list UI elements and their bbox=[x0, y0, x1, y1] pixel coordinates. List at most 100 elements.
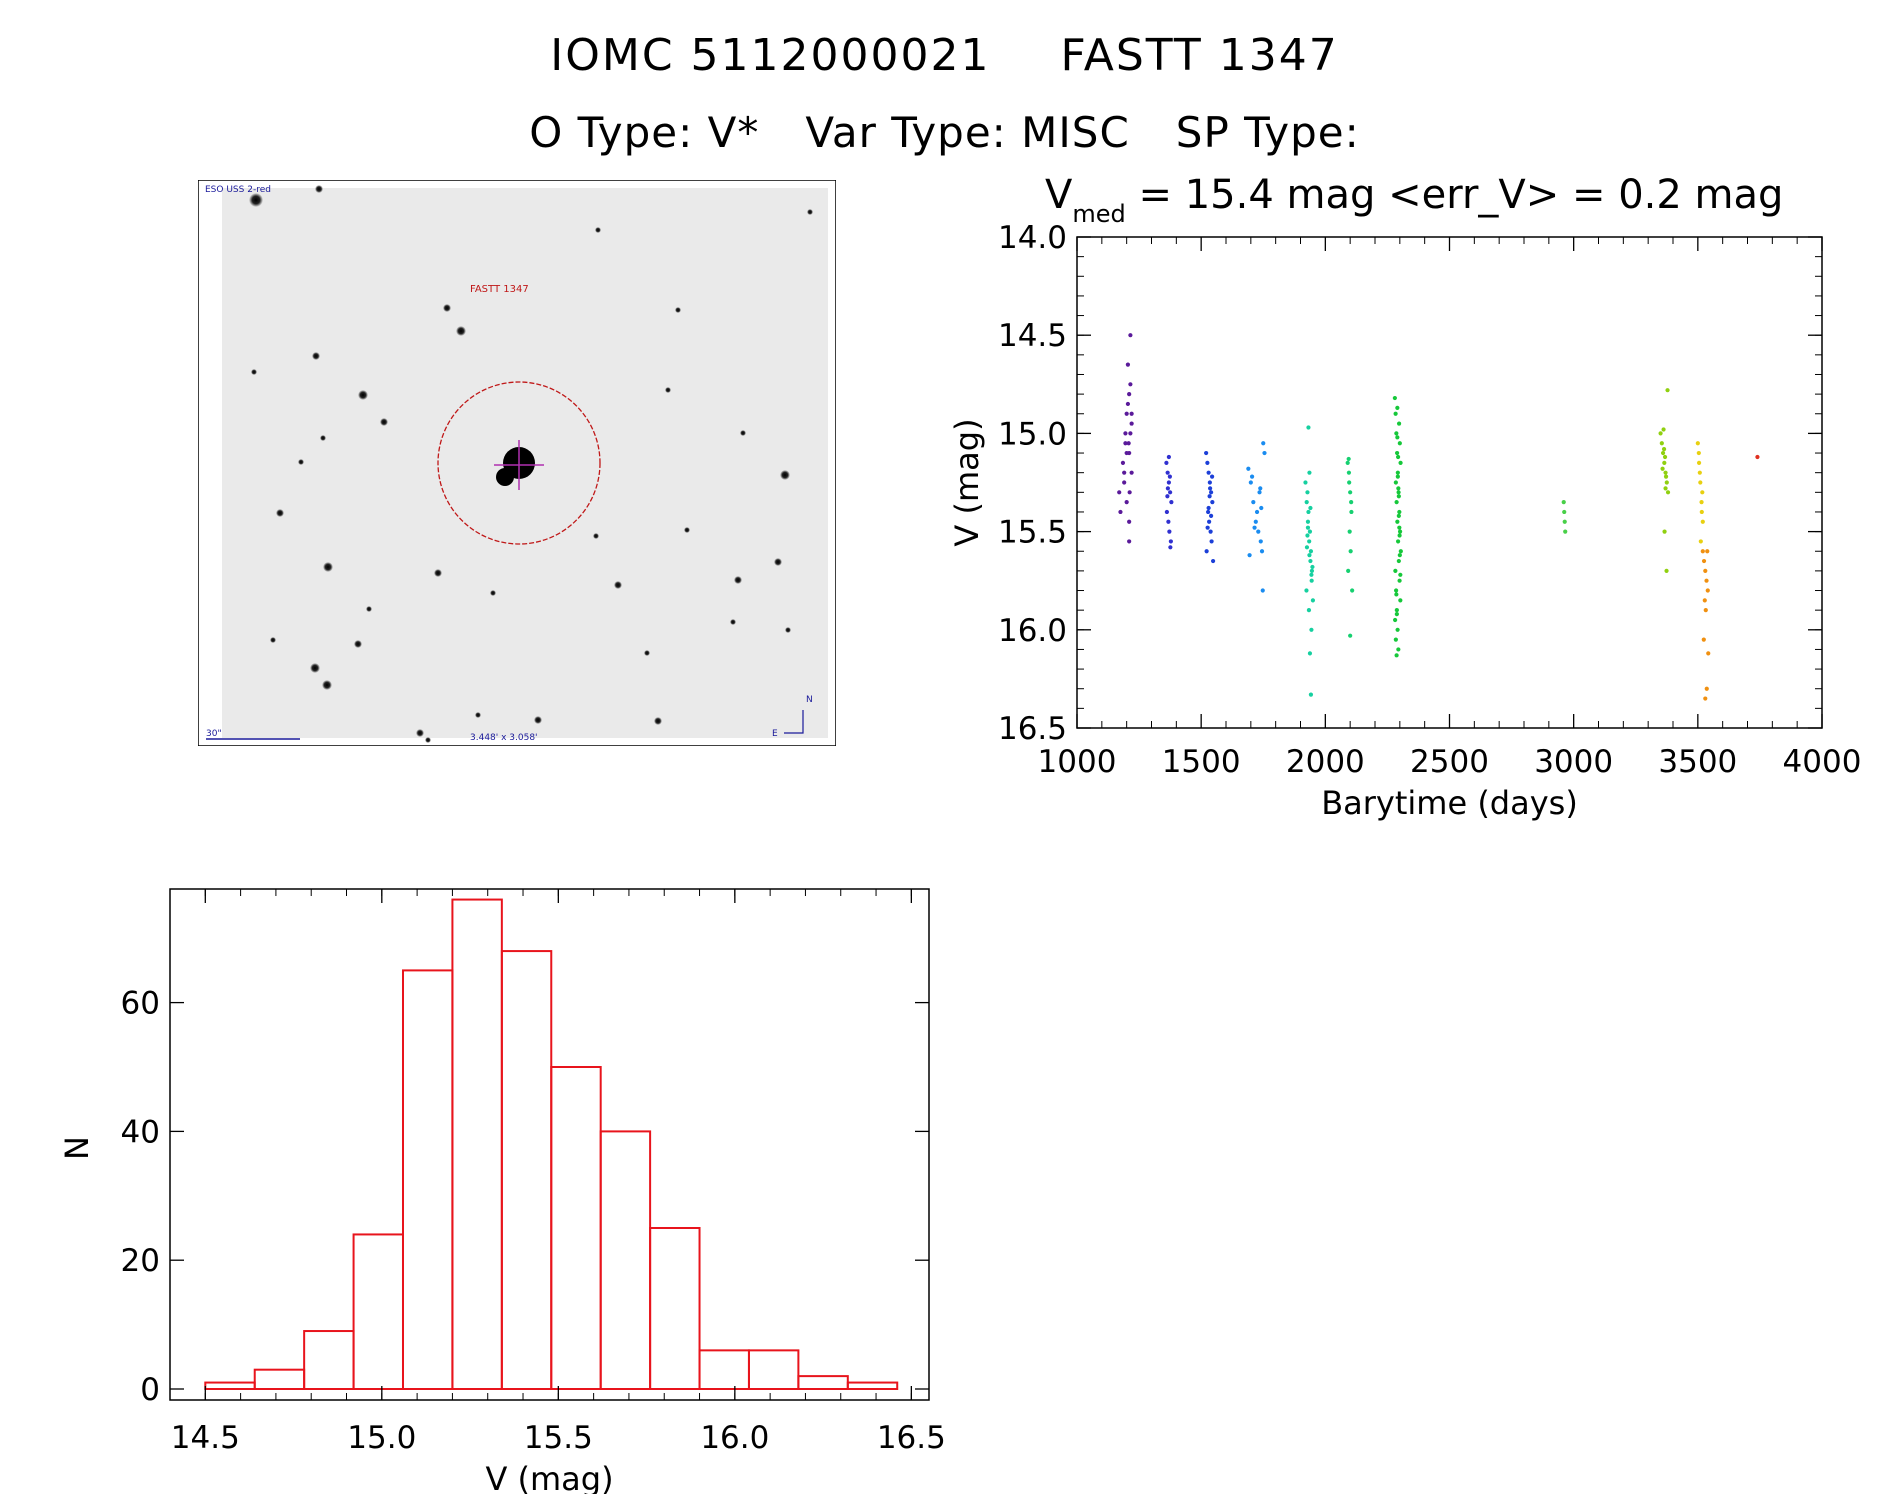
lc-data-point bbox=[1348, 490, 1353, 495]
lc-data-point bbox=[1308, 692, 1314, 697]
lc-data-point bbox=[1257, 490, 1262, 495]
field-star bbox=[416, 729, 424, 737]
hist-bar bbox=[599, 1130, 652, 1391]
lc-data-point bbox=[1166, 480, 1171, 485]
object-type: O Type: V* bbox=[529, 108, 760, 157]
hist-x-tick-label: 16.0 bbox=[700, 1420, 769, 1456]
lc-data-point bbox=[1705, 588, 1710, 593]
lc-data-point bbox=[1394, 608, 1399, 613]
lc-data-point bbox=[1697, 470, 1702, 475]
lc-data-point bbox=[1127, 519, 1132, 524]
field-star bbox=[785, 627, 791, 633]
lc-data-point bbox=[1704, 686, 1709, 691]
lc-data-point bbox=[1210, 500, 1215, 505]
lc-data-point bbox=[1209, 474, 1215, 479]
lc-data-point bbox=[1660, 466, 1665, 471]
lc-x-tick-label: 3500 bbox=[1658, 744, 1737, 780]
lc-data-point bbox=[1308, 558, 1313, 564]
lc-data-point bbox=[1256, 529, 1261, 534]
lc-data-point bbox=[1662, 460, 1667, 465]
hist-x-tick-label: 16.5 bbox=[877, 1420, 946, 1456]
lc-data-point bbox=[1166, 454, 1171, 460]
compass-north-label: N bbox=[806, 695, 813, 705]
lc-y-tick-label: 14.5 bbox=[998, 318, 1067, 354]
target-circle bbox=[437, 381, 601, 545]
field-star bbox=[298, 459, 304, 465]
hist-bar bbox=[303, 1330, 355, 1391]
sky-image: ESO USS 2-red FASTT 1347 30" 3.448' x 3.… bbox=[198, 180, 836, 746]
lc-data-point bbox=[1396, 494, 1401, 499]
lc-data-point bbox=[1346, 568, 1351, 573]
lc-data-point bbox=[1208, 486, 1213, 491]
lc-data-point bbox=[1395, 454, 1401, 460]
lc-data-point bbox=[1120, 460, 1126, 465]
lc-data-point bbox=[1706, 651, 1711, 656]
lc-data-point bbox=[1395, 405, 1400, 410]
lc-data-point bbox=[1207, 494, 1212, 499]
hist-x-axis-label: V (mag) bbox=[485, 1460, 613, 1494]
hist-bar bbox=[747, 1349, 800, 1390]
lc-data-point bbox=[1117, 490, 1122, 495]
lc-data-point bbox=[1127, 450, 1132, 456]
lc-data-point bbox=[1306, 425, 1311, 430]
lc-data-point bbox=[1306, 608, 1312, 613]
field-star bbox=[654, 717, 662, 725]
lc-data-point bbox=[1309, 578, 1314, 583]
lc-data-point bbox=[1698, 480, 1703, 485]
lc-data-point bbox=[1397, 553, 1402, 558]
lc-data-point bbox=[1348, 549, 1353, 554]
lc-data-point bbox=[1305, 533, 1310, 538]
field-star bbox=[312, 352, 320, 360]
field-star bbox=[475, 712, 481, 718]
lc-data-point bbox=[1310, 598, 1316, 603]
lc-data-point bbox=[1665, 388, 1670, 393]
lc-data-point bbox=[1665, 490, 1671, 495]
field-star bbox=[595, 227, 601, 233]
lc-data-point bbox=[1127, 392, 1132, 397]
lc-data-point bbox=[1307, 539, 1312, 544]
field-star bbox=[490, 590, 496, 596]
field-star bbox=[358, 390, 368, 400]
lc-data-point bbox=[1164, 460, 1169, 465]
lc-x-tick-label: 1000 bbox=[1038, 744, 1117, 780]
field-star bbox=[366, 606, 372, 612]
lc-data-point bbox=[1204, 549, 1209, 554]
field-star bbox=[684, 527, 690, 533]
field-star bbox=[323, 562, 333, 572]
hist-bar bbox=[550, 1066, 602, 1390]
lc-data-point bbox=[1398, 549, 1403, 554]
lc-data-point bbox=[1393, 568, 1398, 573]
hist-y-tick-label: 40 bbox=[121, 1114, 160, 1150]
lc-data-point bbox=[1209, 490, 1214, 495]
lc-data-point bbox=[1394, 653, 1399, 658]
lc-data-point bbox=[1393, 411, 1398, 416]
lc-data-point bbox=[1205, 460, 1210, 465]
lc-data-point bbox=[1128, 382, 1133, 387]
star-field bbox=[249, 185, 813, 743]
lc-data-point bbox=[1349, 509, 1354, 515]
hist-bar bbox=[649, 1227, 701, 1390]
hist-x-tick-label: 14.5 bbox=[171, 1420, 240, 1456]
lc-data-point bbox=[1705, 549, 1710, 554]
lc-data-point bbox=[1310, 564, 1315, 570]
field-star bbox=[614, 581, 622, 589]
hist-bar bbox=[846, 1381, 899, 1391]
lc-data-point bbox=[1128, 431, 1133, 436]
lc-data-point bbox=[1309, 568, 1315, 573]
lc-data-point bbox=[1254, 509, 1260, 515]
lc-data-point bbox=[1659, 441, 1664, 446]
lc-title-med: med bbox=[1072, 200, 1125, 228]
object-id: IOMC 5112000021 bbox=[550, 30, 991, 81]
lc-data-point bbox=[1262, 450, 1267, 456]
field-star bbox=[740, 430, 746, 436]
lc-title-rest: = 15.4 mag <err_V> = 0.2 mag bbox=[1126, 172, 1784, 218]
hist-bar bbox=[451, 898, 503, 1390]
field-star bbox=[270, 637, 276, 643]
lc-data-point bbox=[1246, 466, 1251, 471]
lc-data-point bbox=[1166, 519, 1171, 524]
lc-data-point bbox=[1695, 441, 1700, 446]
lc-data-point bbox=[1127, 490, 1132, 495]
lc-data-point bbox=[1125, 362, 1131, 367]
lc-data-point bbox=[1258, 539, 1263, 544]
chart-title: IOMC 5112000021 FASTT 1347 bbox=[0, 30, 1889, 81]
